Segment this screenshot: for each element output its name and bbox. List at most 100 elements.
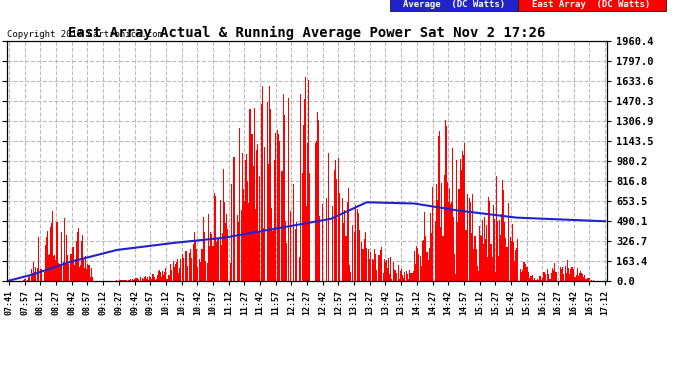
Bar (402, 275, 403, 281)
Bar (246, 154, 247, 281)
Bar (499, 220, 500, 281)
Bar (209, 246, 210, 281)
Bar (233, 157, 235, 281)
Bar (548, 274, 549, 281)
Bar (350, 272, 351, 281)
Bar (326, 198, 327, 281)
Bar (159, 270, 160, 281)
Bar (238, 222, 239, 281)
Bar (389, 274, 391, 281)
Bar (496, 176, 497, 281)
Bar (197, 267, 198, 281)
Bar (432, 187, 433, 281)
Bar (580, 271, 581, 281)
Bar (150, 277, 151, 281)
Bar (393, 262, 395, 281)
Bar (245, 160, 246, 281)
Bar (358, 213, 359, 281)
Bar (384, 260, 385, 281)
Bar (467, 194, 468, 281)
Bar (29, 275, 30, 281)
Bar (75, 259, 76, 281)
Bar (129, 280, 130, 281)
Bar (581, 273, 582, 281)
Bar (315, 141, 317, 281)
Bar (332, 206, 333, 281)
Bar (221, 233, 223, 281)
Bar (211, 234, 212, 281)
Bar (354, 232, 355, 281)
Bar (257, 144, 258, 281)
Bar (455, 274, 456, 281)
Bar (286, 243, 287, 281)
Bar (591, 280, 592, 281)
Bar (460, 159, 461, 281)
Bar (388, 258, 389, 281)
Bar (295, 229, 297, 281)
Bar (243, 189, 244, 281)
Bar (288, 98, 289, 281)
Bar (451, 202, 452, 281)
Bar (399, 279, 400, 281)
Bar (424, 212, 426, 281)
Bar (502, 180, 503, 281)
Bar (470, 201, 471, 281)
Bar (505, 238, 506, 281)
Bar (130, 279, 131, 281)
Bar (259, 176, 260, 281)
Bar (241, 210, 242, 281)
Bar (319, 216, 320, 281)
Bar (119, 280, 121, 281)
Bar (346, 202, 348, 281)
Bar (528, 272, 529, 281)
Bar (407, 273, 408, 281)
Bar (483, 244, 484, 281)
Bar (578, 276, 579, 281)
Bar (148, 280, 149, 281)
Bar (65, 264, 66, 281)
Bar (484, 217, 485, 281)
Bar (517, 238, 518, 281)
Bar (421, 266, 422, 281)
Bar (586, 279, 587, 281)
Bar (452, 148, 453, 281)
Bar (188, 253, 190, 281)
Bar (279, 141, 280, 281)
Bar (553, 270, 555, 281)
Bar (162, 271, 163, 281)
Bar (454, 254, 455, 281)
Bar (364, 232, 366, 281)
Bar (437, 200, 438, 281)
Bar (157, 275, 158, 281)
Bar (535, 280, 536, 281)
Bar (290, 211, 291, 281)
Bar (28, 277, 29, 281)
Bar (395, 273, 397, 281)
Bar (404, 272, 405, 281)
Bar (322, 204, 323, 281)
Bar (510, 237, 511, 281)
Bar (582, 274, 583, 281)
Bar (401, 269, 402, 281)
Bar (545, 274, 546, 281)
Bar (90, 268, 92, 281)
Bar (59, 266, 61, 281)
Bar (80, 265, 81, 281)
Bar (149, 276, 150, 281)
Bar (520, 269, 522, 281)
Bar (273, 228, 274, 281)
Bar (584, 275, 585, 281)
Bar (284, 115, 285, 281)
Bar (397, 265, 399, 281)
Bar (270, 208, 272, 281)
Bar (440, 227, 442, 281)
Bar (24, 279, 26, 281)
Bar (67, 255, 68, 281)
Bar (84, 268, 86, 281)
Bar (453, 217, 454, 281)
Bar (335, 160, 336, 281)
Bar (145, 276, 146, 281)
Bar (125, 280, 126, 281)
Bar (153, 277, 155, 281)
Bar (466, 230, 467, 281)
